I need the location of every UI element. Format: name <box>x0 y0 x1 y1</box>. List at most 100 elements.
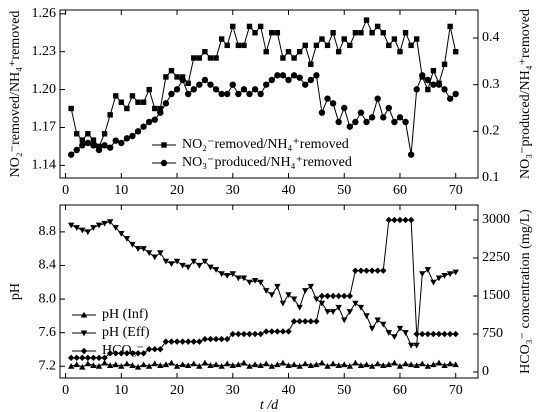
data-point <box>207 55 214 61</box>
data-point <box>168 90 175 98</box>
data-point <box>290 296 298 303</box>
data-point <box>358 30 364 36</box>
legend-label: pH (Inf) <box>102 307 149 322</box>
data-point <box>185 80 191 86</box>
data-point <box>162 338 170 345</box>
data-point <box>95 146 103 154</box>
data-point <box>190 338 197 345</box>
data-point <box>407 216 415 224</box>
data-point <box>67 151 75 158</box>
data-point <box>446 271 454 278</box>
data-point <box>446 360 454 367</box>
y-tick-label: 1.23 <box>32 44 57 59</box>
data-point <box>357 362 365 368</box>
data-point <box>157 250 164 257</box>
data-point <box>318 359 326 366</box>
legend-marker <box>80 330 88 337</box>
data-point <box>251 86 259 93</box>
data-point <box>324 42 331 49</box>
data-point <box>352 267 359 274</box>
data-point <box>385 361 393 368</box>
data-point <box>90 142 97 149</box>
data-point <box>235 90 242 98</box>
data-point <box>184 90 192 98</box>
data-point <box>263 81 270 88</box>
data-point <box>452 330 459 338</box>
data-point <box>140 123 147 130</box>
data-point <box>257 330 264 338</box>
data-point <box>380 267 387 274</box>
data-point <box>318 109 326 116</box>
data-point <box>207 362 214 368</box>
data-point <box>123 350 131 357</box>
data-point <box>319 36 325 42</box>
data-point <box>380 114 387 121</box>
data-point <box>441 61 448 68</box>
data-point <box>368 325 376 332</box>
data-point <box>391 36 398 42</box>
data-point <box>302 42 308 49</box>
data-point <box>162 100 170 107</box>
x-tick-label: 20 <box>170 183 184 198</box>
data-point <box>430 67 437 74</box>
data-point <box>129 362 136 368</box>
data-point <box>106 144 114 151</box>
data-point <box>285 292 292 299</box>
data-point <box>201 76 209 84</box>
data-point <box>279 72 287 79</box>
data-point <box>157 109 164 116</box>
data-point <box>402 216 409 224</box>
data-point <box>329 309 337 315</box>
data-point <box>257 362 264 368</box>
x-tick-label: 30 <box>226 183 240 198</box>
data-point <box>424 76 432 84</box>
data-point <box>324 309 331 315</box>
data-point <box>357 267 365 274</box>
data-point <box>251 330 259 338</box>
y2-axis-label: HCO₃⁻ concentration (mg/L) <box>518 209 533 374</box>
data-point <box>424 363 432 369</box>
data-point <box>296 48 303 55</box>
data-point <box>101 354 108 362</box>
data-point <box>118 363 125 369</box>
data-point <box>425 86 431 93</box>
data-point <box>84 229 92 236</box>
data-point <box>419 330 426 338</box>
data-point <box>79 142 86 149</box>
data-point <box>112 361 119 368</box>
data-point <box>79 227 86 234</box>
y-tick-label: 8.8 <box>39 224 57 239</box>
data-point <box>274 72 281 79</box>
data-point <box>101 131 108 137</box>
data-point <box>229 330 236 338</box>
data-point <box>413 330 420 338</box>
data-point <box>113 93 119 99</box>
data-point <box>202 48 208 55</box>
data-point <box>374 95 381 102</box>
data-point <box>302 81 309 88</box>
data-point <box>196 338 203 345</box>
data-point <box>396 114 404 121</box>
data-point <box>129 93 136 99</box>
data-point <box>101 142 108 149</box>
data-point <box>74 131 80 137</box>
data-point <box>318 292 326 300</box>
data-point <box>407 151 415 158</box>
data-point <box>73 146 80 154</box>
data-point <box>101 359 108 366</box>
data-point <box>129 132 136 140</box>
y-tick-label: 1.14 <box>32 158 57 173</box>
data-point <box>67 222 75 229</box>
data-point <box>341 292 348 300</box>
data-point <box>357 109 365 116</box>
data-point <box>84 354 92 362</box>
data-point <box>123 360 131 367</box>
data-point <box>218 36 225 42</box>
data-point <box>157 362 164 368</box>
data-point <box>140 99 147 105</box>
data-point <box>430 361 437 368</box>
y-axis-label: NO₂⁻removed/NH₄⁺removed <box>8 11 23 178</box>
series-line <box>70 74 457 156</box>
data-point <box>385 216 393 224</box>
data-point <box>391 216 398 224</box>
